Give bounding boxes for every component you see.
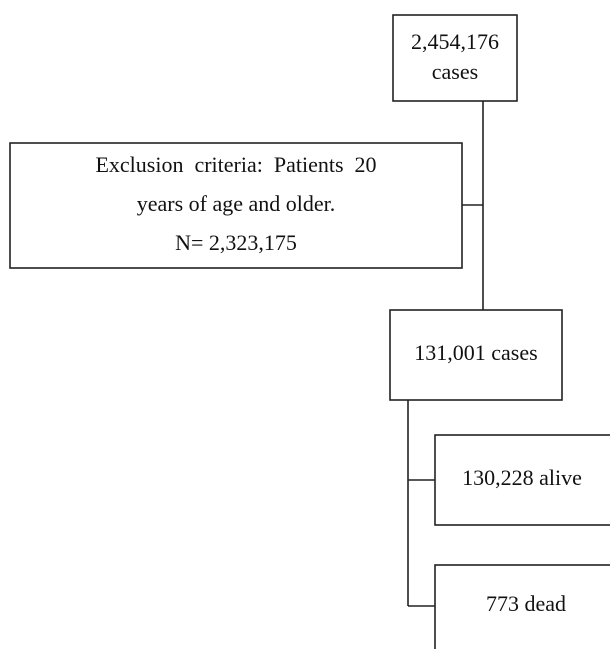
node-text: N= 2,323,175 bbox=[175, 230, 297, 255]
node-text: 131,001 cases bbox=[414, 340, 537, 365]
node-text: 130,228 alive bbox=[462, 465, 582, 490]
node-text: 2,454,176 bbox=[411, 29, 499, 54]
node-box bbox=[434, 434, 610, 526]
node-text: cases bbox=[432, 59, 478, 84]
node-text: Exclusion criteria: Patients 20 bbox=[95, 152, 376, 177]
node-box bbox=[392, 14, 518, 102]
node-box bbox=[9, 142, 463, 269]
node-text: 773 dead bbox=[486, 591, 566, 616]
node-box bbox=[434, 564, 610, 654]
node-text: years of age and older. bbox=[137, 191, 336, 216]
node-box bbox=[389, 309, 563, 401]
